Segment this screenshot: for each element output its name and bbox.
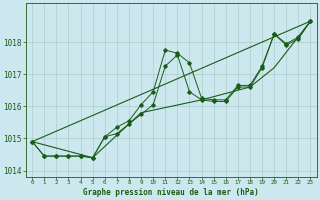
- X-axis label: Graphe pression niveau de la mer (hPa): Graphe pression niveau de la mer (hPa): [84, 188, 259, 197]
